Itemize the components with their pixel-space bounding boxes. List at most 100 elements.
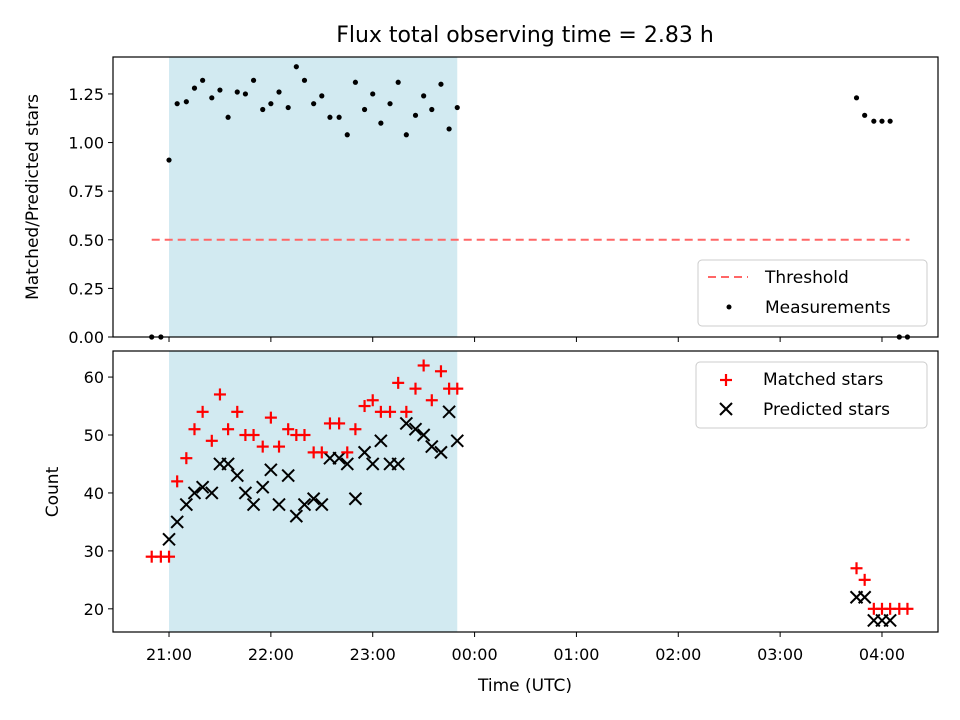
predicted-star-marker bbox=[399, 416, 414, 431]
measurement-point bbox=[403, 132, 409, 138]
matched-stars-legend-swatch bbox=[720, 374, 732, 386]
matched-star-marker bbox=[425, 394, 438, 407]
measurement-point bbox=[412, 112, 419, 118]
matched-star-marker bbox=[273, 440, 286, 453]
measurement-point bbox=[454, 104, 460, 111]
measurement-point bbox=[174, 101, 180, 107]
matched-star-marker bbox=[901, 602, 914, 615]
measurement-point bbox=[311, 101, 317, 107]
top-panel: 0.00 0.25 0.50 0.75 1.00 1.25 Matched/Predict… bbox=[23, 56, 939, 347]
predicted-star-marker bbox=[179, 497, 194, 512]
measurement-point bbox=[871, 118, 877, 124]
x-tick-label: 21:00 bbox=[146, 645, 192, 664]
measurement-point bbox=[234, 89, 240, 95]
measurement-point bbox=[438, 81, 444, 87]
x-axis-label: Time (UTC) bbox=[477, 676, 572, 696]
predicted-star-marker bbox=[408, 422, 423, 436]
matched-star-marker bbox=[366, 394, 379, 407]
matched-star-marker bbox=[282, 423, 295, 436]
matched-star-marker bbox=[180, 452, 193, 465]
matched-star-marker bbox=[264, 411, 277, 424]
bottom-y-axis-label: Count bbox=[43, 466, 63, 517]
bottom-y-tick-label: 20 bbox=[84, 600, 104, 619]
bottom-panel: 20 30 40 50 60 21:00 22:00 23:00 00:00 01:00 02:0… bbox=[43, 350, 939, 696]
matched-star-marker bbox=[231, 405, 244, 418]
predicted-star-marker bbox=[391, 457, 405, 471]
predicted-star-marker bbox=[238, 486, 253, 500]
measurement-point bbox=[361, 106, 368, 113]
measurement-point bbox=[395, 79, 401, 85]
matched-star-marker bbox=[213, 388, 226, 401]
predicted-star-marker bbox=[162, 532, 176, 547]
measurement-point bbox=[293, 64, 299, 70]
measurements-legend-swatch bbox=[726, 304, 732, 310]
bottom-y-tick-label: 50 bbox=[84, 426, 104, 445]
predicted-star-marker bbox=[281, 468, 295, 483]
measurement-point bbox=[260, 106, 266, 113]
matched-star-marker bbox=[247, 429, 260, 442]
legend-predicted-label: Predicted stars bbox=[763, 400, 890, 420]
measurement-point bbox=[285, 104, 291, 111]
x-tick-label: 03:00 bbox=[757, 645, 803, 664]
x-tick-label: 02:00 bbox=[655, 645, 701, 664]
matched-star-marker bbox=[858, 573, 871, 586]
measurement-point bbox=[301, 77, 308, 83]
predicted-star-marker bbox=[366, 457, 380, 471]
predicted-star-marker bbox=[195, 480, 210, 494]
matched-star-marker bbox=[850, 562, 863, 575]
predicted-star-marker bbox=[434, 445, 448, 460]
bottom-y-tick-label: 60 bbox=[84, 368, 104, 387]
measurement-point bbox=[276, 89, 282, 95]
predicted-stars-legend-swatch bbox=[719, 402, 733, 416]
predicted-star-marker bbox=[425, 439, 439, 454]
matched-star-marker bbox=[349, 423, 362, 436]
measurement-point bbox=[378, 120, 384, 126]
measurement-point bbox=[183, 99, 189, 105]
legend-threshold-label: Threshold bbox=[764, 268, 849, 288]
bottom-observing-window-shade bbox=[169, 351, 458, 632]
measurement-point bbox=[225, 114, 231, 120]
matched-star-marker bbox=[358, 400, 371, 413]
top-y-tick-label: 0.75 bbox=[68, 182, 104, 201]
predicted-star-marker bbox=[357, 445, 372, 460]
predicted-star-marker bbox=[450, 434, 464, 448]
measurement-point bbox=[352, 79, 359, 85]
measurement-point bbox=[344, 132, 350, 138]
predicted-star-marker bbox=[442, 405, 456, 419]
matched-star-marker bbox=[256, 440, 269, 453]
predicted-star-marker bbox=[264, 463, 278, 477]
predicted-star-marker bbox=[340, 457, 354, 471]
predicted-star-marker bbox=[374, 434, 388, 448]
bottom-y-tick-label: 30 bbox=[84, 542, 104, 561]
measurement-point bbox=[421, 93, 427, 99]
predicted-star-marker bbox=[297, 497, 312, 512]
matched-star-marker bbox=[188, 423, 201, 436]
predicted-star-marker bbox=[857, 590, 872, 604]
measurement-point bbox=[370, 91, 376, 97]
measurement-point bbox=[200, 77, 206, 83]
predicted-star-marker bbox=[256, 480, 270, 494]
measurement-point bbox=[387, 101, 393, 107]
top-axes-frame bbox=[112, 56, 939, 338]
matched-star-marker bbox=[451, 382, 464, 395]
matched-star-marker bbox=[392, 376, 405, 389]
legend-matched-label: Matched stars bbox=[763, 370, 883, 390]
predicted-star-marker bbox=[315, 497, 329, 512]
matched-star-marker bbox=[434, 365, 447, 378]
predicted-star-marker bbox=[205, 486, 219, 500]
x-tick-label: 00:00 bbox=[452, 645, 498, 664]
measurement-point bbox=[250, 77, 257, 83]
x-tick-label: 01:00 bbox=[553, 645, 599, 664]
measurement-point bbox=[446, 126, 452, 132]
measurement-point bbox=[268, 101, 274, 107]
predicted-star-marker bbox=[187, 486, 202, 500]
matched-star-marker bbox=[298, 429, 311, 442]
legend-measurements-label: Measurements bbox=[765, 298, 891, 318]
predicted-star-marker bbox=[272, 497, 286, 512]
matched-star-marker bbox=[341, 446, 354, 459]
matched-star-marker bbox=[171, 475, 184, 488]
matched-star-marker bbox=[196, 405, 209, 418]
measurement-point bbox=[887, 118, 893, 124]
bottom-legend: Matched stars Predicted stars bbox=[695, 361, 928, 429]
